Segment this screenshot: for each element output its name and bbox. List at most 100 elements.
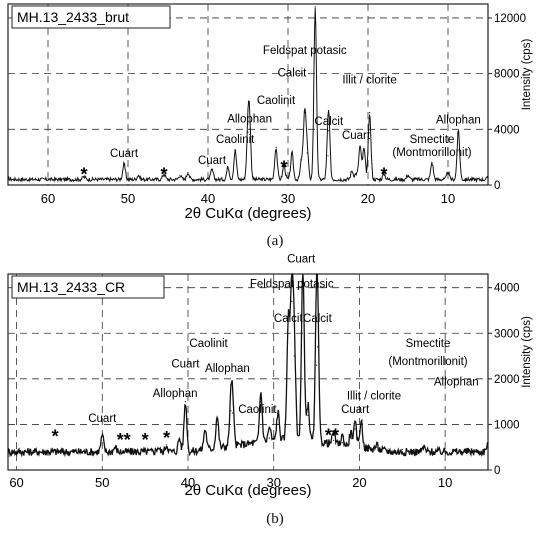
y-axis-label: Intensity (cps): [521, 316, 533, 388]
data-point: [316, 364, 318, 366]
peak-annotation: Caolinit: [238, 404, 277, 416]
peak-annotation: Allophan: [434, 377, 479, 389]
data-point: [277, 423, 279, 425]
x-tick-label: 30: [281, 191, 295, 206]
peak-annotation: (Montmorillonit): [392, 147, 471, 159]
data-point: [301, 159, 303, 161]
data-point: [204, 430, 206, 432]
data-point: [83, 176, 85, 178]
data-point: [351, 170, 353, 172]
peak-annotation: Calcit: [278, 67, 308, 79]
peak-annotation: Allophan: [227, 113, 272, 125]
x-tick-label: 50: [121, 191, 135, 206]
data-point: [376, 446, 378, 448]
x-tick-label: 40: [181, 475, 195, 490]
peak-star-annotation: *: [380, 164, 387, 184]
y-tick-label: 0: [494, 465, 500, 477]
peak-annotation: Cuart: [287, 254, 316, 266]
data-point: [7, 455, 9, 457]
peak-star-annotation: **: [117, 430, 131, 450]
peak-annotation: Cuart: [110, 148, 139, 160]
data-point: [307, 414, 309, 416]
data-point: [350, 437, 352, 439]
plot-frame: [7, 3, 489, 186]
data-point: [444, 451, 446, 453]
data-point: [275, 146, 277, 148]
peak-star-annotation: *: [160, 164, 167, 184]
data-point: [487, 177, 489, 179]
data-point: [249, 128, 251, 130]
peak-annotation: Calcit: [314, 116, 344, 128]
data-point: [211, 169, 213, 171]
data-point: [291, 300, 293, 302]
x-tick-label: 20: [352, 475, 366, 490]
peak-annotation: Allophan: [153, 388, 198, 400]
data-point: [333, 439, 335, 441]
data-point: [234, 149, 236, 151]
peak-star-annotation: *: [142, 430, 149, 450]
peak-annotation: Feldspat potasic: [250, 279, 334, 291]
peak-annotation: Smectite: [410, 134, 455, 146]
y-axis-label: Intensity (cps): [521, 39, 533, 111]
data-point: [230, 410, 232, 412]
plot-frame: [7, 273, 489, 471]
x-tick-label: 30: [266, 475, 280, 490]
y-tick-label: 3000: [494, 328, 520, 340]
data-point: [341, 442, 343, 444]
data-point: [369, 112, 371, 114]
peak-annotation: Cuart: [341, 404, 370, 416]
chart-title: MH.13_2433_brut: [17, 9, 129, 25]
x-tick-label: 10: [441, 191, 455, 206]
data-point: [227, 166, 229, 168]
data-point: [114, 446, 116, 448]
y-tick-label: 2000: [494, 374, 520, 386]
peak-annotation: Cuart: [198, 155, 227, 167]
data-point: [431, 162, 433, 164]
peak-annotation: Cuart: [88, 413, 117, 425]
caption-a: (a): [266, 233, 284, 249]
peak-star-annotation: *: [280, 158, 287, 178]
data-point: [316, 346, 318, 348]
peak-star-annotation: *: [163, 428, 170, 448]
peak-annotation: Allophan: [205, 363, 250, 375]
data-point: [287, 332, 289, 334]
data-point: [327, 155, 329, 157]
data-point: [328, 130, 330, 132]
peak-star-annotation: *: [80, 164, 87, 184]
data-point: [363, 148, 365, 150]
data-point: [383, 173, 385, 175]
peak-annotation: Smectite: [406, 338, 451, 350]
data-point: [140, 448, 142, 451]
caption-b: (b): [266, 511, 284, 527]
data-point: [401, 448, 403, 451]
x-tick-label: 60: [9, 475, 23, 490]
data-point: [360, 423, 362, 425]
data-point: [184, 401, 186, 403]
title-box: [11, 5, 171, 29]
data-point: [101, 435, 103, 437]
peak-annotation: Cuart: [342, 130, 371, 142]
data-point: [232, 412, 234, 414]
y-tick-label: 0: [494, 180, 500, 192]
x-axis-label: 2θ CuKα (degrees): [184, 205, 311, 222]
data-point: [163, 173, 165, 175]
peak-annotation: Caolinit: [189, 338, 228, 350]
data-point: [283, 164, 285, 167]
data-point: [457, 130, 459, 132]
y-tick-label: 8000: [494, 69, 520, 81]
x-tick-label: 40: [201, 191, 215, 206]
series-line: [7, 7, 489, 184]
peak-star-annotation: *: [52, 426, 59, 446]
data-point: [260, 401, 262, 403]
chart-panel-a: 60 50 40 30 20 10 0 4000 8000 12000 2θ CuKα (degre…: [7, 0, 533, 222]
data-point: [187, 171, 189, 174]
peak-annotation: Caolinit: [216, 134, 255, 146]
peak-annotation: Feldspat potasic: [263, 45, 347, 57]
data-point: [487, 442, 489, 444]
data-point: [314, 6, 316, 8]
data-point: [247, 131, 249, 133]
data-point: [306, 152, 308, 154]
peak-annotation: Cuart: [171, 358, 200, 370]
x-axis-label: 2θ CuKα (degrees): [184, 482, 311, 499]
data-point: [407, 174, 409, 176]
